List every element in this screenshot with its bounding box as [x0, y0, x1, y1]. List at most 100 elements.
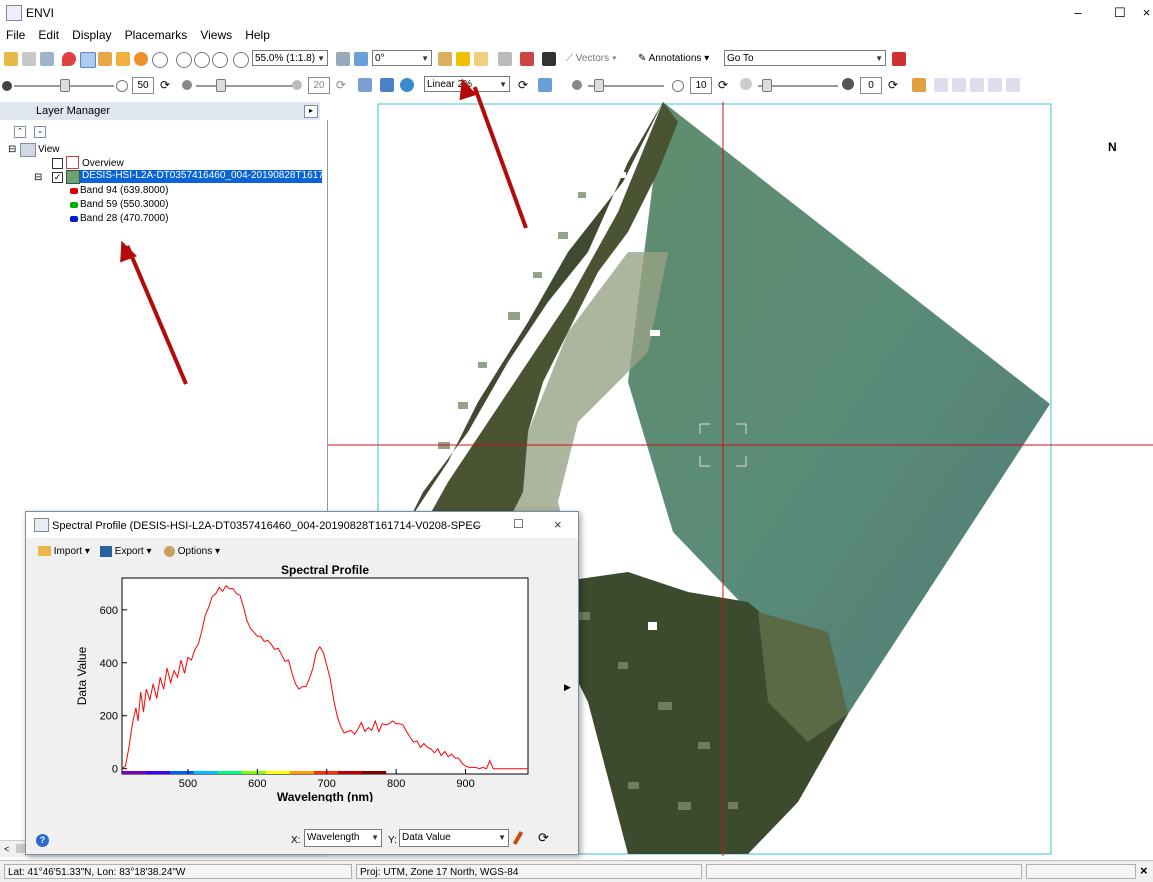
layer-manager-title: Layer Manager — [36, 105, 110, 117]
spectral-chart[interactable]: Spectral Profile 500 600 700 800 900 0 200 400 60… — [26, 562, 578, 802]
tree-item-overview[interactable]: Overview — [82, 158, 124, 169]
menu-display[interactable]: Display — [72, 28, 112, 42]
rotate-icon[interactable] — [134, 52, 148, 66]
transparency-slider-knob[interactable] — [762, 79, 772, 92]
menu-views[interactable]: Views — [200, 28, 233, 42]
zoom-level-select[interactable]: 55.0% (1:1.8) ▼ — [252, 50, 328, 66]
transparency-reset-icon[interactable]: ⟳ — [888, 78, 899, 92]
rotation-select[interactable]: 0° ▼ — [372, 50, 432, 66]
histogram-icon[interactable] — [538, 78, 552, 92]
raster-checkbox[interactable]: ✓ — [52, 172, 63, 183]
options-button[interactable]: Options ▾ — [164, 546, 220, 557]
spectral-profile-icon[interactable] — [456, 52, 470, 66]
stretch-view-icon[interactable] — [380, 78, 394, 92]
zoom-full-icon[interactable] — [212, 52, 228, 68]
sharpen-slider[interactable] — [588, 85, 664, 87]
tree-item-view[interactable]: View — [38, 144, 60, 155]
brightness-value[interactable]: 50 — [132, 77, 154, 94]
view-blend-icon[interactable] — [520, 52, 534, 66]
menu-file[interactable]: File — [6, 28, 26, 42]
rotate-right-icon[interactable] — [354, 52, 368, 66]
expand-panel-arrow[interactable]: ▶ — [564, 682, 571, 692]
select-cursor-icon[interactable] — [80, 52, 96, 68]
sharpen-value[interactable]: 10 — [690, 77, 712, 94]
wavelength-colorbar-segment — [313, 771, 339, 774]
layout-grid-icon[interactable] — [1006, 78, 1020, 92]
brightness-low-icon — [2, 81, 12, 91]
menu-placemarks[interactable]: Placemarks — [124, 28, 188, 42]
stretch-data-icon[interactable] — [358, 78, 372, 92]
tree-item-raster[interactable]: DESIS-HSI-L2A-DT0357416460_004-20190828T… — [80, 170, 322, 183]
transparency-high-icon — [842, 78, 854, 90]
vectors-menu[interactable]: ⟋ Vectors ▾ — [566, 53, 617, 64]
layout-three-icon[interactable] — [970, 78, 984, 92]
y-axis-select[interactable]: Data Value ▼ — [399, 829, 509, 847]
menu-edit[interactable]: Edit — [38, 28, 60, 42]
import-button[interactable]: Import ▾ — [38, 546, 90, 557]
zoom-icon[interactable] — [152, 52, 168, 68]
stretch-type-select[interactable]: Linear 2% ▼ — [424, 76, 510, 92]
zoom-fit-icon[interactable] — [233, 52, 249, 68]
export-button[interactable]: Export ▾ — [100, 546, 152, 557]
contrast-reset-icon[interactable]: ⟳ — [336, 78, 347, 92]
spectral-maximize-button[interactable]: ☐ — [513, 517, 524, 531]
goto-tool-icon[interactable] — [892, 52, 906, 66]
zoom-in-icon[interactable] — [176, 52, 192, 68]
brightness-slider-knob[interactable] — [60, 79, 70, 92]
contrast-slider[interactable] — [196, 85, 296, 87]
rotate-left-icon[interactable] — [336, 52, 350, 66]
maximize-button[interactable]: ☐ — [1114, 5, 1126, 20]
tree-expander-raster[interactable]: ⊟ — [34, 172, 43, 183]
close-button[interactable]: × — [1142, 5, 1151, 20]
expand-all-icon[interactable]: ⌄ — [34, 126, 46, 138]
overview-checkbox[interactable] — [52, 158, 63, 169]
brightness-reset-icon[interactable]: ⟳ — [160, 78, 171, 92]
portal-icon[interactable] — [498, 52, 512, 66]
layer-manager-icon[interactable] — [40, 52, 54, 66]
layout-two-icon[interactable] — [952, 78, 966, 92]
sharpen-reset-icon[interactable]: ⟳ — [718, 78, 729, 92]
menu-help[interactable]: Help — [245, 28, 270, 42]
spatial-profile-icon[interactable] — [474, 52, 488, 66]
pan-hand-icon[interactable] — [98, 52, 112, 66]
pin-icon[interactable]: ▸ — [304, 105, 318, 118]
transparency-value[interactable]: 0 — [860, 77, 882, 94]
goto-field[interactable]: Go To ▼ — [724, 50, 886, 66]
collapse-all-icon[interactable]: ⌃ — [14, 126, 26, 138]
tree-expander-view[interactable]: ⊟ — [8, 144, 17, 155]
layout-four-icon[interactable] — [988, 78, 1002, 92]
band-green-swatch — [70, 202, 78, 208]
data-manager-icon[interactable] — [22, 52, 36, 66]
tree-item-band-59[interactable]: Band 59 (550.3000) — [80, 199, 169, 210]
pencil-icon[interactable] — [512, 830, 524, 846]
transparency-slider[interactable] — [758, 85, 838, 87]
contrast-value[interactable]: 20 — [308, 77, 330, 94]
crosshairs-icon[interactable] — [438, 52, 452, 66]
stretch-auto-icon[interactable] — [400, 78, 414, 92]
import-folder-icon — [38, 546, 51, 557]
tree-item-band-28[interactable]: Band 28 (470.7000) — [80, 213, 169, 224]
contrast-slider-knob[interactable] — [216, 79, 226, 92]
tree-item-band-94[interactable]: Band 94 (639.8000) — [80, 185, 169, 196]
minimize-button[interactable]: – — [1074, 5, 1082, 20]
x-axis-select[interactable]: Wavelength ▼ — [304, 829, 382, 847]
spectral-close-button[interactable]: × — [554, 517, 562, 532]
sharpen-slider-knob[interactable] — [594, 79, 604, 92]
open-folder-icon[interactable] — [4, 52, 18, 66]
placemark-icon[interactable] — [62, 52, 76, 66]
layout-single-icon[interactable] — [934, 78, 948, 92]
annotations-menu[interactable]: ✎ Annotations ▾ — [638, 53, 710, 64]
wavelength-colorbar-segment — [289, 771, 315, 774]
measure-icon[interactable] — [912, 78, 926, 92]
wavelength-colorbar-segment — [169, 771, 195, 774]
spectral-minimize-button[interactable]: – — [474, 518, 481, 532]
raster-image[interactable] — [328, 102, 1153, 856]
fly-icon[interactable] — [116, 52, 130, 66]
scroll-left-arrow[interactable]: < — [4, 844, 10, 854]
status-close-icon[interactable]: × — [1140, 863, 1148, 878]
refresh-icon[interactable]: ⟳ — [538, 830, 549, 845]
help-icon[interactable]: ? — [36, 834, 49, 847]
stretch-reset-icon[interactable]: ⟳ — [518, 78, 529, 92]
cursor-value-icon[interactable] — [542, 52, 556, 66]
zoom-out-icon[interactable] — [194, 52, 210, 68]
